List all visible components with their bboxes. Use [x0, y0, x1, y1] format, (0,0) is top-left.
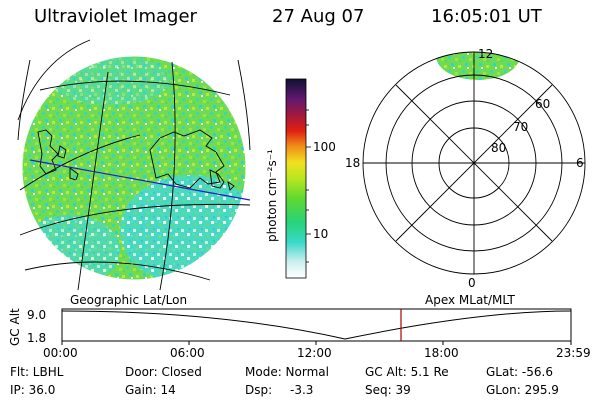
- colorbar-tick-100: 100: [313, 140, 336, 154]
- color-bar: [285, 78, 307, 279]
- instrument-title: Ultraviolet Imager: [34, 6, 197, 27]
- dsp-label: Dsp:: [245, 383, 273, 397]
- apex-caption: Apex MLat/MLT: [425, 293, 515, 307]
- x-tick-2359: 23:59: [556, 346, 591, 360]
- door-info: Door: Closed: [125, 365, 202, 379]
- colorbar-unit-label: photon cm⁻²s⁻¹: [265, 149, 279, 242]
- x-tick-0000: 00:00: [43, 346, 78, 360]
- gc-alt-info: GC Alt: 5.1 Re: [365, 365, 449, 379]
- mode-info: Mode: Normal: [245, 365, 329, 379]
- terminator-line: [29, 159, 251, 201]
- x-tick-1200: 12:00: [297, 346, 332, 360]
- x-tick-0600: 06:00: [170, 346, 205, 360]
- dsp-value: -3.3: [290, 383, 314, 397]
- coastlines: [37, 129, 235, 191]
- geo-grid: [17, 39, 251, 291]
- colorbar-tick-10: 10: [313, 227, 329, 241]
- time-label: 16:05:01 UT: [431, 6, 542, 27]
- lat-label-70: 70: [513, 120, 529, 134]
- mlt-label-bottom: 0: [468, 276, 476, 290]
- seq-info: Seq: 39: [365, 383, 411, 397]
- filter-info: Flt: LBHL: [10, 365, 64, 379]
- gain-info: Gain: 14: [125, 383, 176, 397]
- mlt-label-right: 6: [576, 156, 584, 170]
- glat-info: GLat: -56.6: [486, 365, 553, 379]
- mlt-label-left: 18: [345, 156, 361, 170]
- date-label: 27 Aug 07: [272, 6, 365, 27]
- gc-alt-axis-label: GC Alt: [8, 308, 22, 346]
- geographic-caption: Geographic Lat/Lon: [70, 293, 188, 307]
- y-tick-1-8: 1.8: [27, 331, 47, 345]
- uv-image-globe: [22, 56, 246, 280]
- lat-label-80: 80: [491, 141, 507, 155]
- color-bar-ticks: [306, 109, 311, 263]
- x-tick-1800: 18:00: [424, 346, 459, 360]
- ip-info: IP: 36.0: [10, 383, 56, 397]
- glon-info: GLon: 295.9: [486, 383, 559, 397]
- altitude-panel: [61, 308, 572, 345]
- mlt-label-top: 12: [478, 47, 494, 61]
- polar-plot: [362, 51, 586, 275]
- globe-limb: [21, 55, 247, 281]
- lat-label-60: 60: [535, 97, 551, 111]
- y-tick-9: 9.0: [27, 308, 47, 322]
